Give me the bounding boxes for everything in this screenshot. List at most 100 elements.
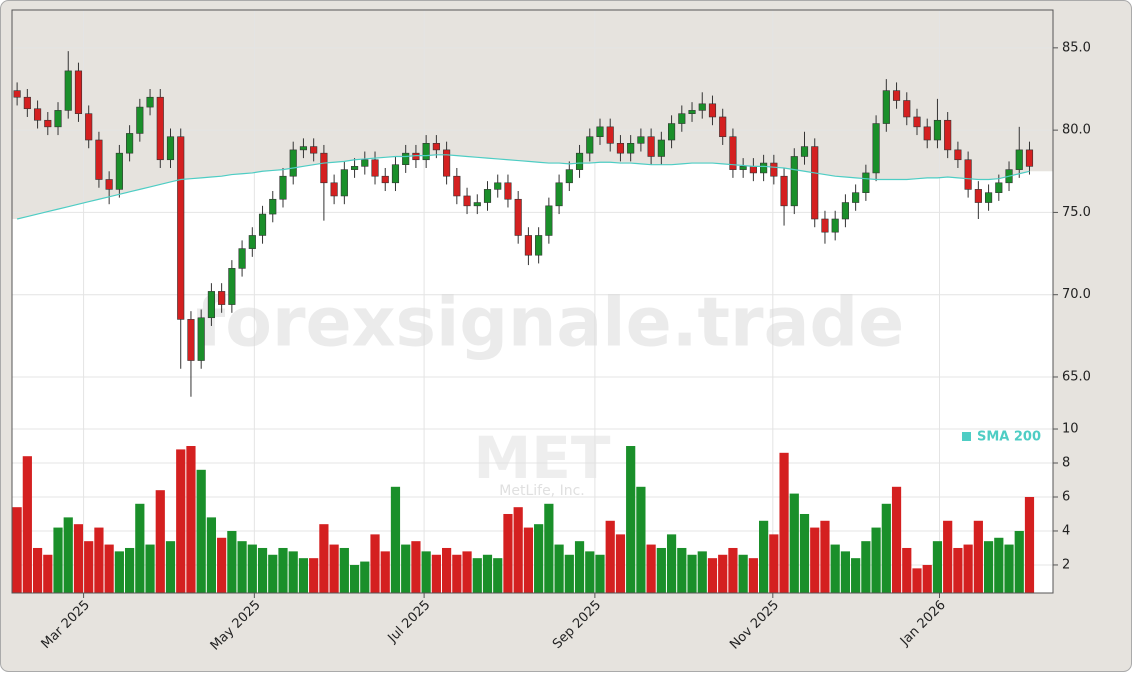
volume-bar xyxy=(646,544,656,593)
volume-bar xyxy=(902,547,912,593)
candle-body xyxy=(637,136,645,144)
candle-body xyxy=(136,106,144,134)
volume-bar xyxy=(574,541,585,593)
volume-bar xyxy=(544,503,554,593)
legend-label: SMA 200 xyxy=(977,430,1041,445)
candle-body xyxy=(627,142,635,154)
volume-bar xyxy=(53,527,63,593)
volume-bar xyxy=(288,551,298,593)
volume-bar xyxy=(810,527,820,593)
volume-bar xyxy=(411,541,421,593)
candle-body xyxy=(913,116,921,128)
candle-body xyxy=(852,192,860,203)
volume-tick-label: 6 xyxy=(1062,489,1070,504)
volume-bar xyxy=(789,493,799,593)
volume-bar xyxy=(626,446,636,593)
volume-bar xyxy=(268,554,278,593)
volume-bar xyxy=(165,541,176,593)
volume-bar xyxy=(452,554,462,593)
volume-bar xyxy=(155,490,165,593)
candle-body xyxy=(463,195,471,207)
volume-bar xyxy=(503,513,513,593)
volume-tick-label: 2 xyxy=(1062,557,1070,572)
volume-bar xyxy=(922,564,932,593)
candle-body xyxy=(678,113,686,124)
candle-body xyxy=(197,317,205,361)
candle-body xyxy=(668,123,676,141)
candle-body xyxy=(892,90,901,101)
candle-body xyxy=(760,162,768,174)
y-tick-label: 65.0 xyxy=(1062,369,1091,384)
watermark: forexsignale.trade xyxy=(196,284,905,363)
candle-body xyxy=(126,133,134,154)
volume-bar xyxy=(851,558,861,593)
candle-body xyxy=(238,248,246,269)
candle-body xyxy=(228,268,236,305)
candle-body xyxy=(85,113,93,141)
volume-bar xyxy=(349,564,360,593)
volume-bar xyxy=(513,507,523,593)
candle-body xyxy=(146,96,154,108)
candle-body xyxy=(606,126,614,144)
volume-bar xyxy=(636,486,646,593)
candle-body xyxy=(391,164,400,184)
candle-body xyxy=(44,119,52,128)
volume-bar xyxy=(728,547,738,593)
volume-bar xyxy=(738,554,748,593)
candle-body xyxy=(596,126,604,138)
volume-bar xyxy=(217,537,227,593)
volume-bar xyxy=(206,517,217,593)
candle-body xyxy=(402,152,410,165)
volume-bar xyxy=(431,554,441,593)
volume-bar xyxy=(94,527,104,593)
candle-body xyxy=(330,182,338,197)
volume-bar xyxy=(983,541,994,593)
candle-body xyxy=(657,139,665,157)
candle-body xyxy=(269,198,277,215)
candle-body xyxy=(115,152,123,190)
volume-bar xyxy=(881,503,891,593)
volume-tick-label: 4 xyxy=(1062,523,1070,538)
candle-body xyxy=(749,166,757,174)
volume-bar xyxy=(278,547,288,593)
candle-body xyxy=(54,110,62,128)
volume-bar xyxy=(462,551,472,593)
volume-tick-label: 8 xyxy=(1062,456,1070,471)
candle-body xyxy=(279,175,287,200)
volume-bar xyxy=(615,534,626,593)
volume-bar xyxy=(687,554,697,593)
candle-body xyxy=(719,116,727,138)
candle-body xyxy=(780,175,788,207)
candle-body xyxy=(862,172,870,193)
volume-bar xyxy=(585,551,595,593)
volume-bar xyxy=(401,544,411,593)
volume-bar xyxy=(677,547,687,593)
volume-bar xyxy=(482,554,493,593)
candle-body xyxy=(964,159,972,190)
candle-body xyxy=(483,189,492,203)
candle-body xyxy=(882,90,890,124)
volume-bar xyxy=(104,544,114,593)
candle-body xyxy=(995,182,1003,193)
candle-body xyxy=(340,169,348,197)
candle-body xyxy=(1015,149,1023,170)
candle-body xyxy=(933,119,942,141)
volume-bar xyxy=(442,547,452,593)
candle-body xyxy=(739,166,747,170)
volume-bar xyxy=(12,507,22,593)
candle-body xyxy=(23,96,31,110)
volume-bar xyxy=(605,520,615,593)
volume-bar xyxy=(718,554,728,593)
volume-bar xyxy=(994,537,1004,593)
volume-bar xyxy=(196,469,206,593)
volume-bar xyxy=(779,452,789,593)
candle-body xyxy=(381,175,389,184)
candle-body xyxy=(177,136,185,320)
volume-bar xyxy=(247,544,257,593)
candle-body xyxy=(535,235,543,256)
candle-body xyxy=(586,136,594,154)
volume-bar xyxy=(656,547,666,593)
plot-border xyxy=(11,9,1054,594)
candle-body xyxy=(985,192,993,203)
